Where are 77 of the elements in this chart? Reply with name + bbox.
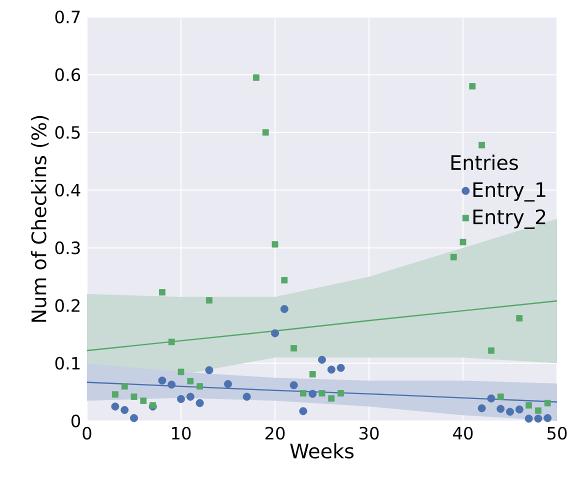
point [224, 380, 232, 388]
point [450, 254, 457, 260]
point [178, 368, 184, 376]
point [253, 74, 260, 81]
point [205, 366, 214, 374]
point [478, 142, 486, 148]
point [242, 392, 251, 401]
point [159, 289, 166, 296]
point [130, 394, 138, 400]
y-tick-label: 0.7 [55, 10, 80, 24]
line-series [86, 300, 558, 352]
x-tick-label: 50 [548, 426, 567, 440]
point [300, 390, 306, 396]
point [120, 406, 129, 414]
point [478, 404, 486, 412]
point [318, 390, 326, 396]
x-tick-label: 40 [453, 426, 473, 440]
point [168, 338, 175, 346]
point [280, 305, 288, 314]
x-tick-label: 20 [265, 426, 285, 440]
point [488, 347, 494, 354]
y-tick-label: 0.1 [55, 356, 80, 370]
point [318, 356, 326, 364]
point [271, 329, 280, 338]
point [309, 371, 316, 378]
point [516, 315, 523, 322]
y-tick-label: 0.2 [55, 299, 80, 312]
point [112, 391, 118, 398]
point [290, 381, 298, 390]
point [535, 407, 542, 414]
point [262, 129, 269, 136]
point [496, 404, 505, 413]
x-tick-label: 0 [82, 426, 92, 440]
point [168, 380, 176, 389]
point [327, 366, 336, 374]
point [272, 241, 278, 248]
point [526, 402, 532, 409]
point [196, 399, 204, 408]
point [544, 414, 552, 422]
x-tick-label: 10 [172, 426, 191, 440]
point [121, 383, 128, 390]
point [515, 405, 524, 414]
point [338, 390, 344, 396]
point [111, 402, 120, 411]
point [158, 376, 166, 385]
point [524, 414, 533, 423]
point [336, 364, 345, 372]
point [130, 414, 138, 422]
point [290, 345, 298, 352]
y-tick-label: 0.5 [55, 126, 80, 139]
point [506, 408, 514, 416]
y-axis-title: Num of Checkins (%) [30, 116, 49, 322]
point [544, 400, 551, 406]
x-axis-title: Weeks [290, 443, 354, 459]
point [308, 390, 317, 398]
point [469, 83, 476, 90]
point [140, 398, 147, 404]
x-tick-label: 30 [360, 426, 379, 440]
point [328, 395, 335, 402]
point [460, 238, 466, 246]
point [281, 276, 288, 284]
point [196, 383, 204, 390]
point [299, 407, 308, 416]
legend-label: Entry_2 [473, 209, 546, 229]
point [186, 392, 194, 401]
legend-title: Entries [451, 154, 518, 170]
y-tick-label: 0.6 [55, 68, 80, 82]
y-tick-label: 0.3 [55, 241, 80, 254]
y-tick-label: 0 [71, 414, 80, 428]
legend-label: Entry_1 [473, 182, 546, 202]
point [177, 395, 186, 404]
point [187, 378, 194, 384]
y-tick-label: 0.4 [55, 184, 80, 197]
point [497, 394, 504, 400]
point [534, 414, 542, 423]
point [206, 297, 212, 304]
point [487, 394, 496, 402]
